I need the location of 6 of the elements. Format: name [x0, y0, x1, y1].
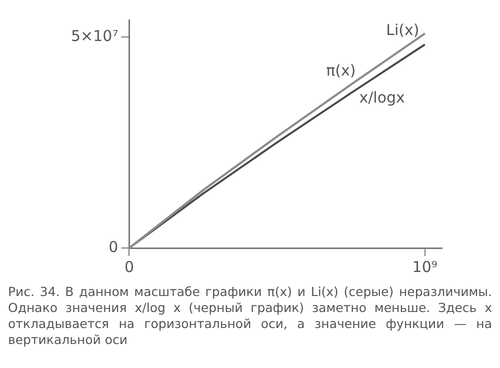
series-label: π(x): [326, 62, 356, 80]
y-tick-label: 5×10⁷: [70, 26, 118, 45]
text: Рис. 34. В данном масштабе графики π(x) и Li(x) (серые) неразличимы. Однако значения x/log x (черный график) заметно меньше. Здесь x откладывается на горизонтальной оси, а значение функции — на вертикальной оси: [8, 284, 492, 348]
series-label: Li(x): [386, 20, 420, 39]
x-tick-label: 10⁹: [412, 258, 438, 276]
series-label: x/logx: [359, 88, 406, 107]
